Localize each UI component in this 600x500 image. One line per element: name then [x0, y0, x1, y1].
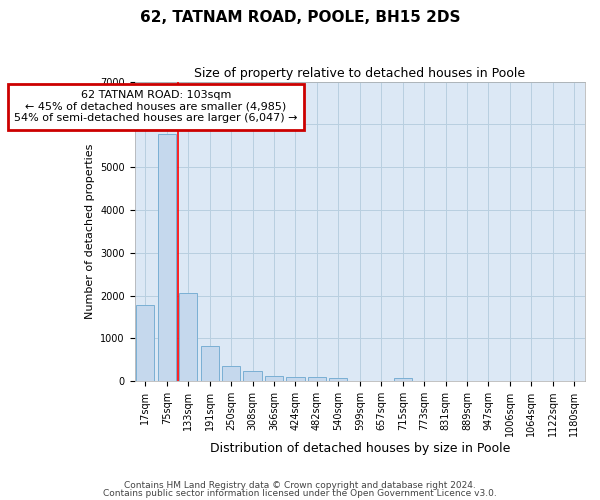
Y-axis label: Number of detached properties: Number of detached properties [85, 144, 95, 319]
Bar [265, 376, 283, 381]
Bar [222, 366, 240, 381]
Bar [136, 305, 154, 381]
Text: Contains HM Land Registry data © Crown copyright and database right 2024.: Contains HM Land Registry data © Crown c… [124, 480, 476, 490]
Bar [200, 346, 219, 381]
Text: 62 TATNAM ROAD: 103sqm
← 45% of detached houses are smaller (4,985)
54% of semi-: 62 TATNAM ROAD: 103sqm ← 45% of detached… [14, 90, 298, 124]
Bar [308, 376, 326, 381]
Bar [329, 378, 347, 381]
X-axis label: Distribution of detached houses by size in Poole: Distribution of detached houses by size … [209, 442, 510, 455]
Bar [286, 376, 305, 381]
Bar [394, 378, 412, 381]
Title: Size of property relative to detached houses in Poole: Size of property relative to detached ho… [194, 68, 526, 80]
Bar [158, 134, 176, 381]
Text: Contains public sector information licensed under the Open Government Licence v3: Contains public sector information licen… [103, 489, 497, 498]
Text: 62, TATNAM ROAD, POOLE, BH15 2DS: 62, TATNAM ROAD, POOLE, BH15 2DS [140, 10, 460, 25]
Bar [179, 293, 197, 381]
Bar [244, 371, 262, 381]
